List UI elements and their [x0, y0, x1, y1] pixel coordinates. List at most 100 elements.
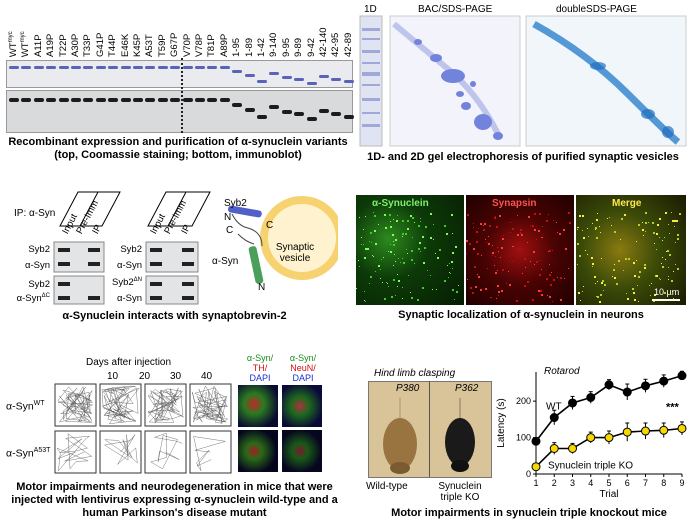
label-bac: BAC/SDS-PAGE	[418, 4, 493, 15]
puncta	[410, 259, 413, 262]
puncta	[530, 261, 532, 262]
puncta	[407, 220, 410, 223]
puncta	[670, 279, 673, 282]
data-point	[677, 423, 687, 433]
immunoblot-band	[306, 117, 317, 122]
lane-label: A89P	[218, 33, 230, 57]
track-grid	[54, 383, 232, 474]
puncta	[597, 212, 599, 214]
puncta	[486, 241, 488, 243]
lane-label: A30P	[70, 33, 81, 57]
lane-label: 42-89	[342, 32, 354, 57]
puncta	[594, 227, 597, 230]
puncta	[614, 276, 617, 279]
puncta	[655, 232, 658, 235]
puncta	[664, 212, 667, 215]
lane-label: 42-95	[330, 32, 342, 57]
coomassie-band	[319, 75, 329, 78]
puncta	[478, 228, 480, 230]
immunoblot-band	[170, 98, 181, 102]
puncta	[429, 236, 432, 239]
puncta	[612, 269, 615, 272]
puncta	[401, 219, 404, 222]
stain2-b: NeuN/	[290, 363, 316, 373]
puncta	[664, 292, 667, 294]
p362: P362	[455, 383, 479, 394]
puncta	[502, 238, 505, 241]
coip-blots	[53, 241, 199, 305]
immunoblot-band	[244, 107, 255, 112]
data-point	[622, 387, 632, 397]
immunoblot-band	[71, 98, 81, 102]
puncta	[666, 250, 667, 252]
puncta	[537, 290, 540, 293]
puncta	[678, 213, 681, 216]
stain1-b: TH/	[252, 363, 268, 373]
puncta	[393, 264, 395, 266]
puncta	[553, 220, 555, 222]
immunoblot-band	[108, 98, 119, 102]
puncta	[489, 297, 491, 299]
puncta	[582, 285, 584, 287]
data-point	[641, 426, 650, 436]
puncta	[422, 286, 425, 289]
puncta	[467, 214, 470, 217]
mut-sup: A53T	[33, 447, 51, 454]
puncta	[379, 268, 381, 270]
puncta	[649, 295, 651, 297]
puncta	[451, 261, 454, 264]
movement-track	[57, 386, 94, 423]
puncta	[637, 224, 640, 227]
coomassie-band	[83, 66, 94, 69]
puncta	[452, 233, 454, 235]
puncta	[452, 289, 455, 292]
lane-label: G41P	[94, 32, 106, 57]
puncta	[539, 213, 542, 216]
stain2: α-Syn/ NeuN/ DAPI	[282, 353, 324, 383]
coomassie-band	[182, 66, 193, 69]
immunoblot-band	[182, 98, 193, 102]
photo-divider	[429, 381, 430, 477]
puncta	[466, 252, 467, 254]
puncta	[541, 236, 543, 238]
coomassie-band	[95, 66, 106, 69]
puncta	[608, 217, 610, 219]
lane-label: K45P	[132, 33, 143, 57]
puncta	[600, 293, 603, 296]
puncta	[527, 215, 530, 218]
puncta	[387, 250, 389, 252]
day-10: 10	[107, 371, 119, 382]
puncta	[403, 261, 406, 264]
x-tick-label: 8	[661, 478, 666, 488]
puncta	[626, 292, 628, 294]
micrograph-synuclein	[356, 195, 464, 305]
puncta	[539, 260, 541, 262]
puncta	[552, 279, 555, 282]
puncta	[359, 266, 361, 268]
puncta	[614, 230, 617, 233]
legend-wt: WT	[546, 402, 562, 413]
puncta	[472, 247, 475, 250]
puncta	[645, 221, 648, 224]
row-asyn-r2: α-Syn	[116, 293, 142, 304]
puncta	[497, 246, 499, 248]
micrograph-merge	[576, 195, 686, 305]
puncta	[392, 240, 394, 242]
immunoblot-band	[58, 98, 69, 102]
puncta	[592, 265, 594, 267]
lane-label: 1-95	[231, 37, 243, 57]
puncta	[562, 228, 565, 231]
puncta	[484, 223, 487, 226]
puncta	[667, 266, 669, 268]
puncta	[671, 219, 674, 222]
coomassie-band	[281, 76, 292, 79]
puncta	[392, 219, 394, 221]
puncta	[548, 263, 550, 265]
puncta	[545, 219, 548, 222]
y-tick-label: 200	[516, 396, 531, 406]
diagram-asyn: α-Syn	[212, 256, 239, 267]
immunoblot-band	[269, 105, 280, 110]
puncta	[639, 271, 642, 274]
puncta	[556, 232, 558, 234]
puncta	[668, 253, 671, 256]
